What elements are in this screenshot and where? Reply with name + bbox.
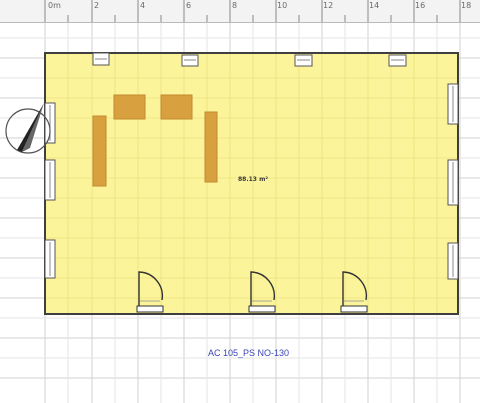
- plan-caption: AC 105_PS NO-130: [208, 348, 290, 358]
- north-arrow-icon: [5, 103, 51, 154]
- ruler-tick-label: 0m: [48, 1, 61, 10]
- room-floor-grid: [46, 54, 457, 313]
- table-icon[interactable]: [204, 111, 218, 183]
- window-icon[interactable]: [44, 239, 56, 279]
- ruler-tick-label: 18: [461, 1, 472, 10]
- room-area-label: 88.13 m²: [238, 176, 268, 183]
- ruler-tick-label: 6: [186, 1, 192, 10]
- ruler-top[interactable]: 0m 2 4 6 8 10 12 14 16 18: [0, 0, 480, 23]
- ruler-tick-label: 2: [94, 1, 100, 10]
- table-icon[interactable]: [92, 115, 107, 187]
- window-icon[interactable]: [44, 159, 56, 201]
- ruler-tick-label: 12: [323, 1, 334, 10]
- window-icon[interactable]: [44, 102, 56, 144]
- table-icon[interactable]: [160, 94, 193, 120]
- window-icon[interactable]: [388, 54, 407, 67]
- window-icon[interactable]: [181, 54, 199, 67]
- ruler-tick-label: 4: [140, 1, 146, 10]
- ruler-tick-label: 14: [369, 1, 380, 10]
- ruler-ticks: [44, 0, 461, 22]
- table-icon[interactable]: [113, 94, 146, 120]
- window-icon[interactable]: [447, 242, 459, 280]
- window-icon[interactable]: [294, 54, 313, 67]
- window-icon[interactable]: [92, 52, 110, 66]
- ruler-tick-label: 16: [415, 1, 426, 10]
- door-icon[interactable]: [340, 271, 368, 313]
- door-icon[interactable]: [136, 271, 164, 313]
- window-icon[interactable]: [447, 83, 459, 125]
- window-icon[interactable]: [447, 159, 459, 206]
- ruler-tick-label: 10: [277, 1, 288, 10]
- ruler-tick-label: 8: [232, 1, 238, 10]
- door-icon[interactable]: [248, 271, 276, 313]
